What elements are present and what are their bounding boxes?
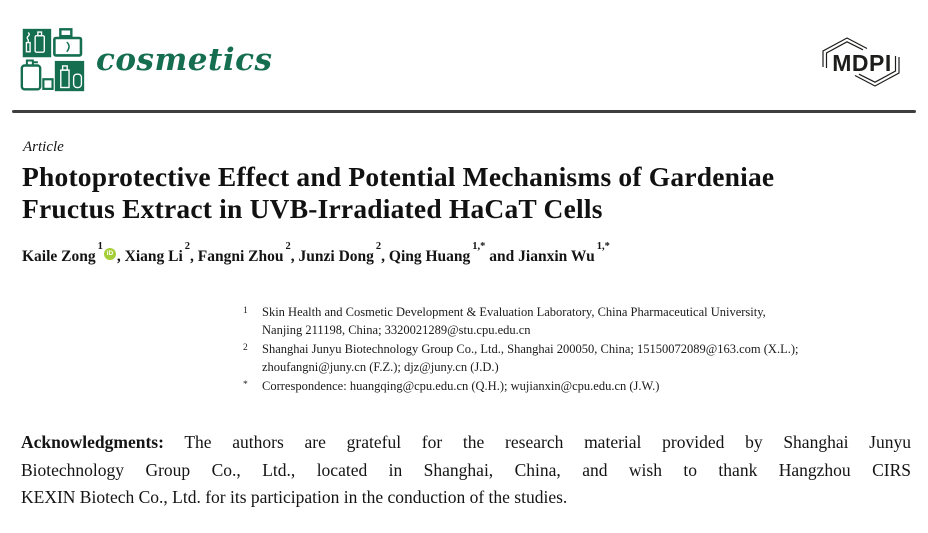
author-separator: , (381, 248, 389, 266)
orcid-icon[interactable]: iD (103, 248, 116, 261)
affiliation-row: 2 Shanghai Junyu Biotechnology Group Co.… (243, 340, 893, 376)
author-name: Fangni Zhou (197, 248, 284, 266)
header-divider (12, 110, 916, 113)
acknowledgments-text: The authors are grateful for the researc… (163, 432, 911, 452)
affiliation-text: Skin Health and Cosmetic Development & E… (262, 303, 893, 339)
author-name: Xiang Li (124, 248, 183, 266)
affiliation-marker: 1 (243, 306, 248, 316)
author-name: Junzi Dong (298, 248, 374, 266)
mdpi-logo: MDPI (816, 34, 906, 90)
affiliation-text: Correspondence: huangqing@cpu.edu.cn (Q.… (262, 377, 893, 395)
affiliation-line: Nanjing 211198, China; 3320021289@stu.cp… (262, 323, 531, 337)
authors-line: Kaile Zong1iD, Xiang Li2, Fangni Zhou2, … (22, 241, 908, 266)
acknowledgments-line: Biotechnology Group Co., Ltd., located i… (21, 459, 911, 480)
author-separator: , (290, 248, 299, 266)
article-title: Photoprotective Effect and Potential Mec… (22, 161, 908, 225)
author-affiliation-sup: 1,* (596, 241, 610, 252)
author-name: Qing Huang (388, 248, 471, 266)
author-affiliation-sup: 1,* (472, 241, 486, 252)
journal-name: cosmetics (96, 42, 273, 78)
author-affiliation-sup: 1 (97, 241, 103, 252)
author-name: Jianxin Wu (518, 248, 595, 266)
acknowledgments-line: Acknowledgments: The authors are gratefu… (21, 429, 911, 457)
cosmetics-logo-icon (20, 27, 86, 93)
article-type-label: Article (23, 139, 64, 155)
acknowledgments-paragraph: Acknowledgments: The authors are gratefu… (21, 429, 911, 512)
affiliation-row: * Correspondence: huangqing@cpu.edu.cn (… (243, 377, 893, 395)
author-separator: , (190, 248, 198, 266)
article-title-line2: Fructus Extract in UVB-Irradiated HaCaT … (22, 193, 603, 224)
mdpi-logo-text: MDPI (832, 50, 892, 76)
author-separator: and (485, 248, 519, 266)
affiliation-marker: 2 (243, 343, 248, 353)
author-name: Kaile Zong (22, 248, 96, 266)
affiliation-line: Skin Health and Cosmetic Development & E… (262, 305, 766, 319)
author-affiliation-sup: 2 (375, 241, 382, 252)
acknowledgments-label: Acknowledgments: (21, 432, 164, 452)
affiliation-line: zhoufangni@juny.cn (F.Z.); djz@juny.cn (… (262, 360, 499, 374)
acknowledgments-line: KEXIN Biotech Co., Ltd. for its particip… (21, 487, 568, 507)
journal-logo: cosmetics (20, 27, 272, 93)
affiliation-row: 1 Skin Health and Cosmetic Development &… (243, 303, 893, 339)
author-affiliation-sup: 2 (184, 241, 191, 252)
affiliation-marker: * (243, 380, 248, 390)
affiliation-text: Shanghai Junyu Biotechnology Group Co., … (262, 340, 893, 376)
affiliation-line: Shanghai Junyu Biotechnology Group Co., … (262, 342, 799, 356)
affiliations-block: 1 Skin Health and Cosmetic Development &… (243, 303, 893, 396)
author-affiliation-sup: 2 (285, 241, 291, 252)
affiliation-line: Correspondence: huangqing@cpu.edu.cn (Q.… (262, 379, 660, 393)
author-separator: , (116, 248, 125, 266)
article-title-line1: Photoprotective Effect and Potential Mec… (22, 161, 775, 192)
